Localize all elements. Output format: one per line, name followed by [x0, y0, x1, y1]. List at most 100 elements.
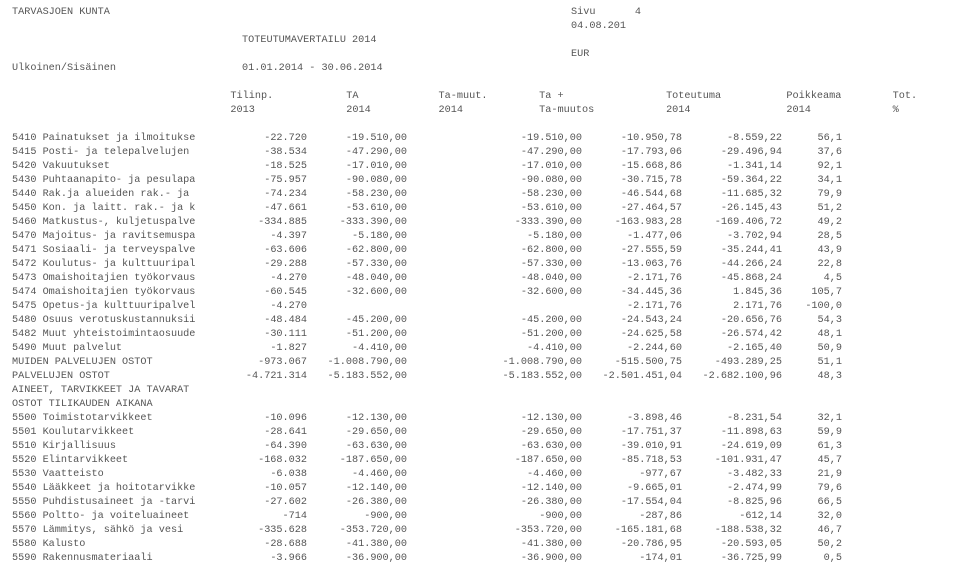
row-poik: -44.266,24 [682, 258, 782, 272]
row-desc: OSTOT TILIKAUDEN AIKANA [12, 398, 227, 412]
row-tot: -24.625,58 [582, 328, 682, 342]
row-tamuut [407, 216, 477, 230]
row-tilinp: -28.688 [227, 538, 307, 552]
row-ta: -5.180,00 [307, 230, 407, 244]
row-desc: PALVELUJEN OSTOT [12, 370, 227, 384]
col-ta: TA [304, 90, 438, 104]
row-taplus: -333.390,00 [477, 216, 582, 230]
row-desc: 5471 Sosiaali- ja terveyspalve [12, 244, 227, 258]
row-tamuut [407, 244, 477, 258]
scope-label: Ulkoinen/Sisäinen [12, 62, 242, 76]
row-tilinp: -3.966 [227, 552, 307, 563]
row-taplus: -19.510,00 [477, 132, 582, 146]
row-tot: -977,67 [582, 468, 682, 482]
row-pct: 48,3 [782, 370, 842, 384]
row-ta [307, 384, 407, 398]
row-ta: -4.410,00 [307, 342, 407, 356]
col-taplus-2: Ta-muutos [503, 104, 636, 118]
row-poik: -1.341,14 [682, 160, 782, 174]
row-ta: -12.140,00 [307, 482, 407, 496]
row-taplus: -51.200,00 [477, 328, 582, 342]
column-headers-1: Tilinp. TA Ta-muut. Ta + Toteutuma Poikk… [12, 90, 948, 104]
row-tamuut [407, 524, 477, 538]
page-number: 4 [611, 6, 641, 20]
row-ta: -17.010,00 [307, 160, 407, 174]
row-tamuut [407, 146, 477, 160]
row-taplus: -900,00 [477, 510, 582, 524]
row-poik: -29.496,94 [682, 146, 782, 160]
row-tot: -2.244,60 [582, 342, 682, 356]
row-poik: -20.656,76 [682, 314, 782, 328]
header-line-2: 04.08.201 [12, 20, 948, 34]
row-tot: -515.500,75 [582, 356, 682, 370]
row-desc: 5540 Lääkkeet ja hoitotarvikke [12, 482, 227, 496]
row-tot: -3.898,46 [582, 412, 682, 426]
row-taplus: -4.460,00 [477, 468, 582, 482]
row-tamuut [407, 356, 477, 370]
table-row: 5474 Omaishoitajien työkorvaus-60.545-32… [12, 286, 948, 300]
row-taplus: -17.010,00 [477, 160, 582, 174]
row-desc: 5550 Puhdistusaineet ja -tarvi [12, 496, 227, 510]
col-poik: Poikkeama [758, 90, 878, 104]
row-taplus: -4.410,00 [477, 342, 582, 356]
row-desc: 5500 Toimistotarvikkeet [12, 412, 227, 426]
row-desc: 5501 Koulutarvikkeet [12, 426, 227, 440]
row-desc: 5480 Osuus verotuskustannuksii [12, 314, 227, 328]
row-poik: -35.244,41 [682, 244, 782, 258]
row-taplus: -57.330,00 [477, 258, 582, 272]
table-row: 5471 Sosiaali- ja terveyspalve-63.606-62… [12, 244, 948, 258]
row-tot [582, 384, 682, 398]
col-poik-2: 2014 [758, 104, 878, 118]
row-taplus: -48.040,00 [477, 272, 582, 286]
row-poik: -612,14 [682, 510, 782, 524]
row-poik: -3.702,94 [682, 230, 782, 244]
col-tamuut: Ta-muut. [439, 90, 504, 104]
row-pct: 61,3 [782, 440, 842, 454]
row-desc: 5570 Lämmitys, sähkö ja vesi [12, 524, 227, 538]
row-ta: -1.008.790,00 [307, 356, 407, 370]
row-tot: -15.668,86 [582, 160, 682, 174]
row-tilinp: -10.057 [227, 482, 307, 496]
row-tot: -85.718,53 [582, 454, 682, 468]
row-tot: -27.464,57 [582, 202, 682, 216]
row-tilinp [227, 398, 307, 412]
table-row: OSTOT TILIKAUDEN AIKANA [12, 398, 948, 412]
table-row: MUIDEN PALVELUJEN OSTOT-973.067-1.008.79… [12, 356, 948, 370]
row-taplus: -90.080,00 [477, 174, 582, 188]
row-ta: -12.130,00 [307, 412, 407, 426]
row-tamuut [407, 258, 477, 272]
row-desc: 5415 Posti- ja telepalvelujen [12, 146, 227, 160]
row-ta: -48.040,00 [307, 272, 407, 286]
row-poik: -2.682.100,96 [682, 370, 782, 384]
row-desc: 5420 Vakuutukset [12, 160, 227, 174]
row-tilinp: -334.885 [227, 216, 307, 230]
date-spacer [12, 20, 571, 34]
row-tilinp: -27.602 [227, 496, 307, 510]
row-tamuut [407, 202, 477, 216]
row-poik [682, 398, 782, 412]
row-tamuut [407, 174, 477, 188]
row-tamuut [407, 384, 477, 398]
table-row: 5472 Koulutus- ja kulttuuripal-29.288-57… [12, 258, 948, 272]
row-desc: 5450 Kon. ja laitt. rak.- ja k [12, 202, 227, 216]
row-ta: -5.183.552,00 [307, 370, 407, 384]
row-tamuut [407, 426, 477, 440]
header-line-3: TOTEUTUMAVERTAILU 2014 [12, 34, 948, 48]
row-pct: 54,3 [782, 314, 842, 328]
row-poik: -45.868,24 [682, 272, 782, 286]
row-taplus: -187.650,00 [477, 454, 582, 468]
row-tot: -27.555,59 [582, 244, 682, 258]
row-tamuut [407, 552, 477, 563]
row-pct: 50,2 [782, 538, 842, 552]
row-tamuut [407, 328, 477, 342]
page-label: Sivu [571, 6, 611, 20]
row-pct: 105,7 [782, 286, 842, 300]
row-poik: -2.165,40 [682, 342, 782, 356]
row-tot: -287,86 [582, 510, 682, 524]
row-tamuut [407, 300, 477, 314]
row-tilinp: -63.606 [227, 244, 307, 258]
row-tot: -34.445,36 [582, 286, 682, 300]
row-taplus: -47.290,00 [477, 146, 582, 160]
row-poik: -36.725,99 [682, 552, 782, 563]
row-taplus: -41.380,00 [477, 538, 582, 552]
